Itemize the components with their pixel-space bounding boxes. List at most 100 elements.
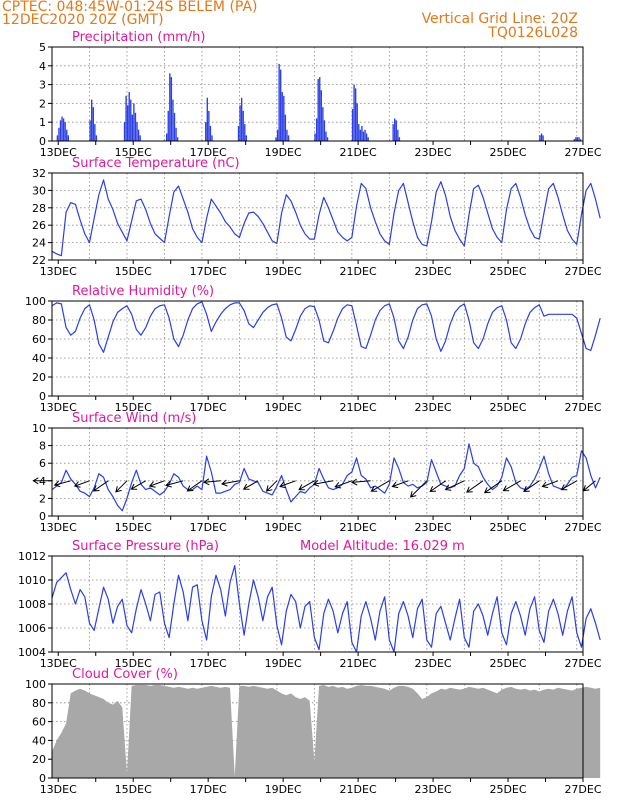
humidity-xtick-label: 21DEC: [340, 401, 377, 414]
precip-bar: [392, 124, 394, 141]
precip-bar: [64, 122, 66, 141]
precip-bar: [281, 92, 283, 141]
precipitation-xtick-label: 15DEC: [115, 146, 152, 159]
precip-bar: [284, 114, 287, 141]
humidity-panel: Relative Humidity (%) 0 20 40 60 80 100 13DEC 15…: [25, 284, 602, 414]
precip-bar: [287, 135, 290, 141]
wind-vector-arrow: [148, 480, 165, 488]
precip-bar: [176, 137, 179, 141]
pressure-ytick-label: 1008: [18, 598, 46, 611]
pressure-ytick-label: 1012: [18, 550, 46, 563]
cloud-cover-ytick-label: 0: [39, 772, 46, 785]
precip-bar: [394, 118, 396, 141]
pressure-ytick-label: 1010: [18, 574, 46, 587]
pressure-xtick-label: 25DEC: [489, 657, 526, 670]
precip-bar: [275, 137, 277, 141]
humidity-title: Relative Humidity (%): [72, 284, 214, 299]
pressure-xtick-label: 19DEC: [265, 657, 302, 670]
humidity-xtick-label: 25DEC: [489, 401, 526, 414]
precip-bar: [131, 114, 134, 141]
humidity-xtick-label: 19DEC: [265, 401, 302, 414]
precip-bar: [245, 135, 248, 141]
precip-bar: [125, 95, 127, 141]
precip-bar: [242, 110, 244, 141]
precipitation-ytick-label: 4: [39, 60, 46, 73]
precip-bar: [317, 78, 319, 141]
header-grid-note: Vertical Grid Line: 20Z: [422, 11, 578, 27]
temperature-xtick-label: 15DEC: [115, 265, 152, 278]
precip-bar: [170, 77, 173, 141]
precip-bar: [66, 129, 68, 141]
humidity-xtick-label: 15DEC: [115, 401, 152, 414]
precip-bar: [166, 133, 168, 141]
humidity-ytick-label: 100: [25, 295, 46, 308]
temperature-xtick-label: 23DEC: [415, 265, 452, 278]
wind-vector-arrow: [115, 480, 128, 493]
wind-vector-arrow: [92, 480, 109, 492]
temperature-ytick-label: 24: [32, 237, 46, 250]
pressure-subtitle: Model Altitude: 16.029 m: [300, 539, 465, 554]
wind-title: Surface Wind (m/s): [72, 411, 196, 426]
precipitation-panel: Precipitation (mm/h) 0 1 2 3 4 5 13DEC 15DEC 17DE…: [39, 30, 602, 159]
pressure-xtick-label: 23DEC: [415, 657, 452, 670]
precip-bar: [361, 125, 363, 141]
wind-vector-arrow: [334, 480, 353, 489]
wind-ytick-label: 6: [39, 457, 46, 470]
header-location: CPTEC: 048:45W-01:24S BELEM (PA): [2, 0, 258, 15]
wind-vector-arrow: [32, 477, 52, 485]
precip-bar: [61, 116, 63, 141]
cloud-cover-xtick-label: 19DEC: [265, 783, 302, 796]
precip-bar: [540, 133, 543, 141]
wind-vector-arrow: [242, 480, 259, 490]
precipitation-xtick-label: 17DEC: [190, 146, 227, 159]
cloud-cover-frame: [51, 683, 584, 779]
precip-bar: [240, 97, 243, 141]
precip-bar: [315, 118, 318, 141]
cloud-cover-ytick-label: 40: [32, 734, 46, 747]
cloud-cover-xtick-label: 27DEC: [564, 783, 601, 796]
precip-bar: [136, 122, 138, 141]
wind-vector-arrow: [391, 480, 409, 489]
precip-bar: [123, 122, 126, 141]
precip-bar: [205, 122, 207, 141]
precip-bar: [576, 137, 579, 141]
wind-vector-arrow: [523, 480, 540, 493]
pressure-panel: Surface Pressure (hPa) Model Altitude: 16…: [18, 539, 602, 670]
pressure-xtick-label: 17DEC: [190, 657, 227, 670]
pressure-xtick-label: 15DEC: [115, 657, 152, 670]
precip-bar: [286, 129, 288, 141]
wind-xtick-label: 25DEC: [489, 521, 526, 534]
wind-vector-arrow: [541, 480, 559, 489]
temperature-xtick-label: 19DEC: [265, 265, 302, 278]
precip-bar: [211, 135, 213, 141]
precip-bar: [359, 129, 362, 141]
precip-bar: [578, 137, 580, 141]
precip-bar: [351, 109, 354, 141]
wind-vector-arrow: [429, 480, 446, 493]
precipitation-xtick-label: 23DEC: [415, 146, 452, 159]
precip-bar: [208, 110, 210, 141]
precip-bar: [172, 99, 174, 141]
wind-ytick-label: 10: [32, 422, 46, 435]
temperature-ytick-label: 28: [32, 202, 46, 215]
precip-bar: [239, 105, 241, 141]
wind-xtick-label: 15DEC: [115, 521, 152, 534]
precip-bar: [539, 135, 541, 141]
humidity-xtick-label: 27DEC: [564, 401, 601, 414]
temperature-xtick-label: 21DEC: [340, 265, 377, 278]
precip-bar: [398, 137, 401, 141]
humidity-ytick-label: 80: [32, 314, 46, 327]
wind-vector-arrow: [466, 480, 484, 493]
cloud-cover-ytick-label: 80: [32, 697, 46, 710]
precip-bar: [314, 133, 316, 141]
pressure-xtick-label: 27DEC: [564, 657, 601, 670]
precipitation-xtick-label: 21DEC: [340, 146, 377, 159]
wind-vector-arrow: [409, 480, 428, 498]
precip-bar: [134, 112, 137, 141]
precip-bar: [353, 84, 355, 141]
precip-bar: [278, 63, 280, 141]
precip-bar: [573, 139, 575, 141]
wind-xtick-label: 13DEC: [40, 521, 77, 534]
precip-bar: [58, 127, 60, 141]
precip-bar: [137, 129, 140, 141]
